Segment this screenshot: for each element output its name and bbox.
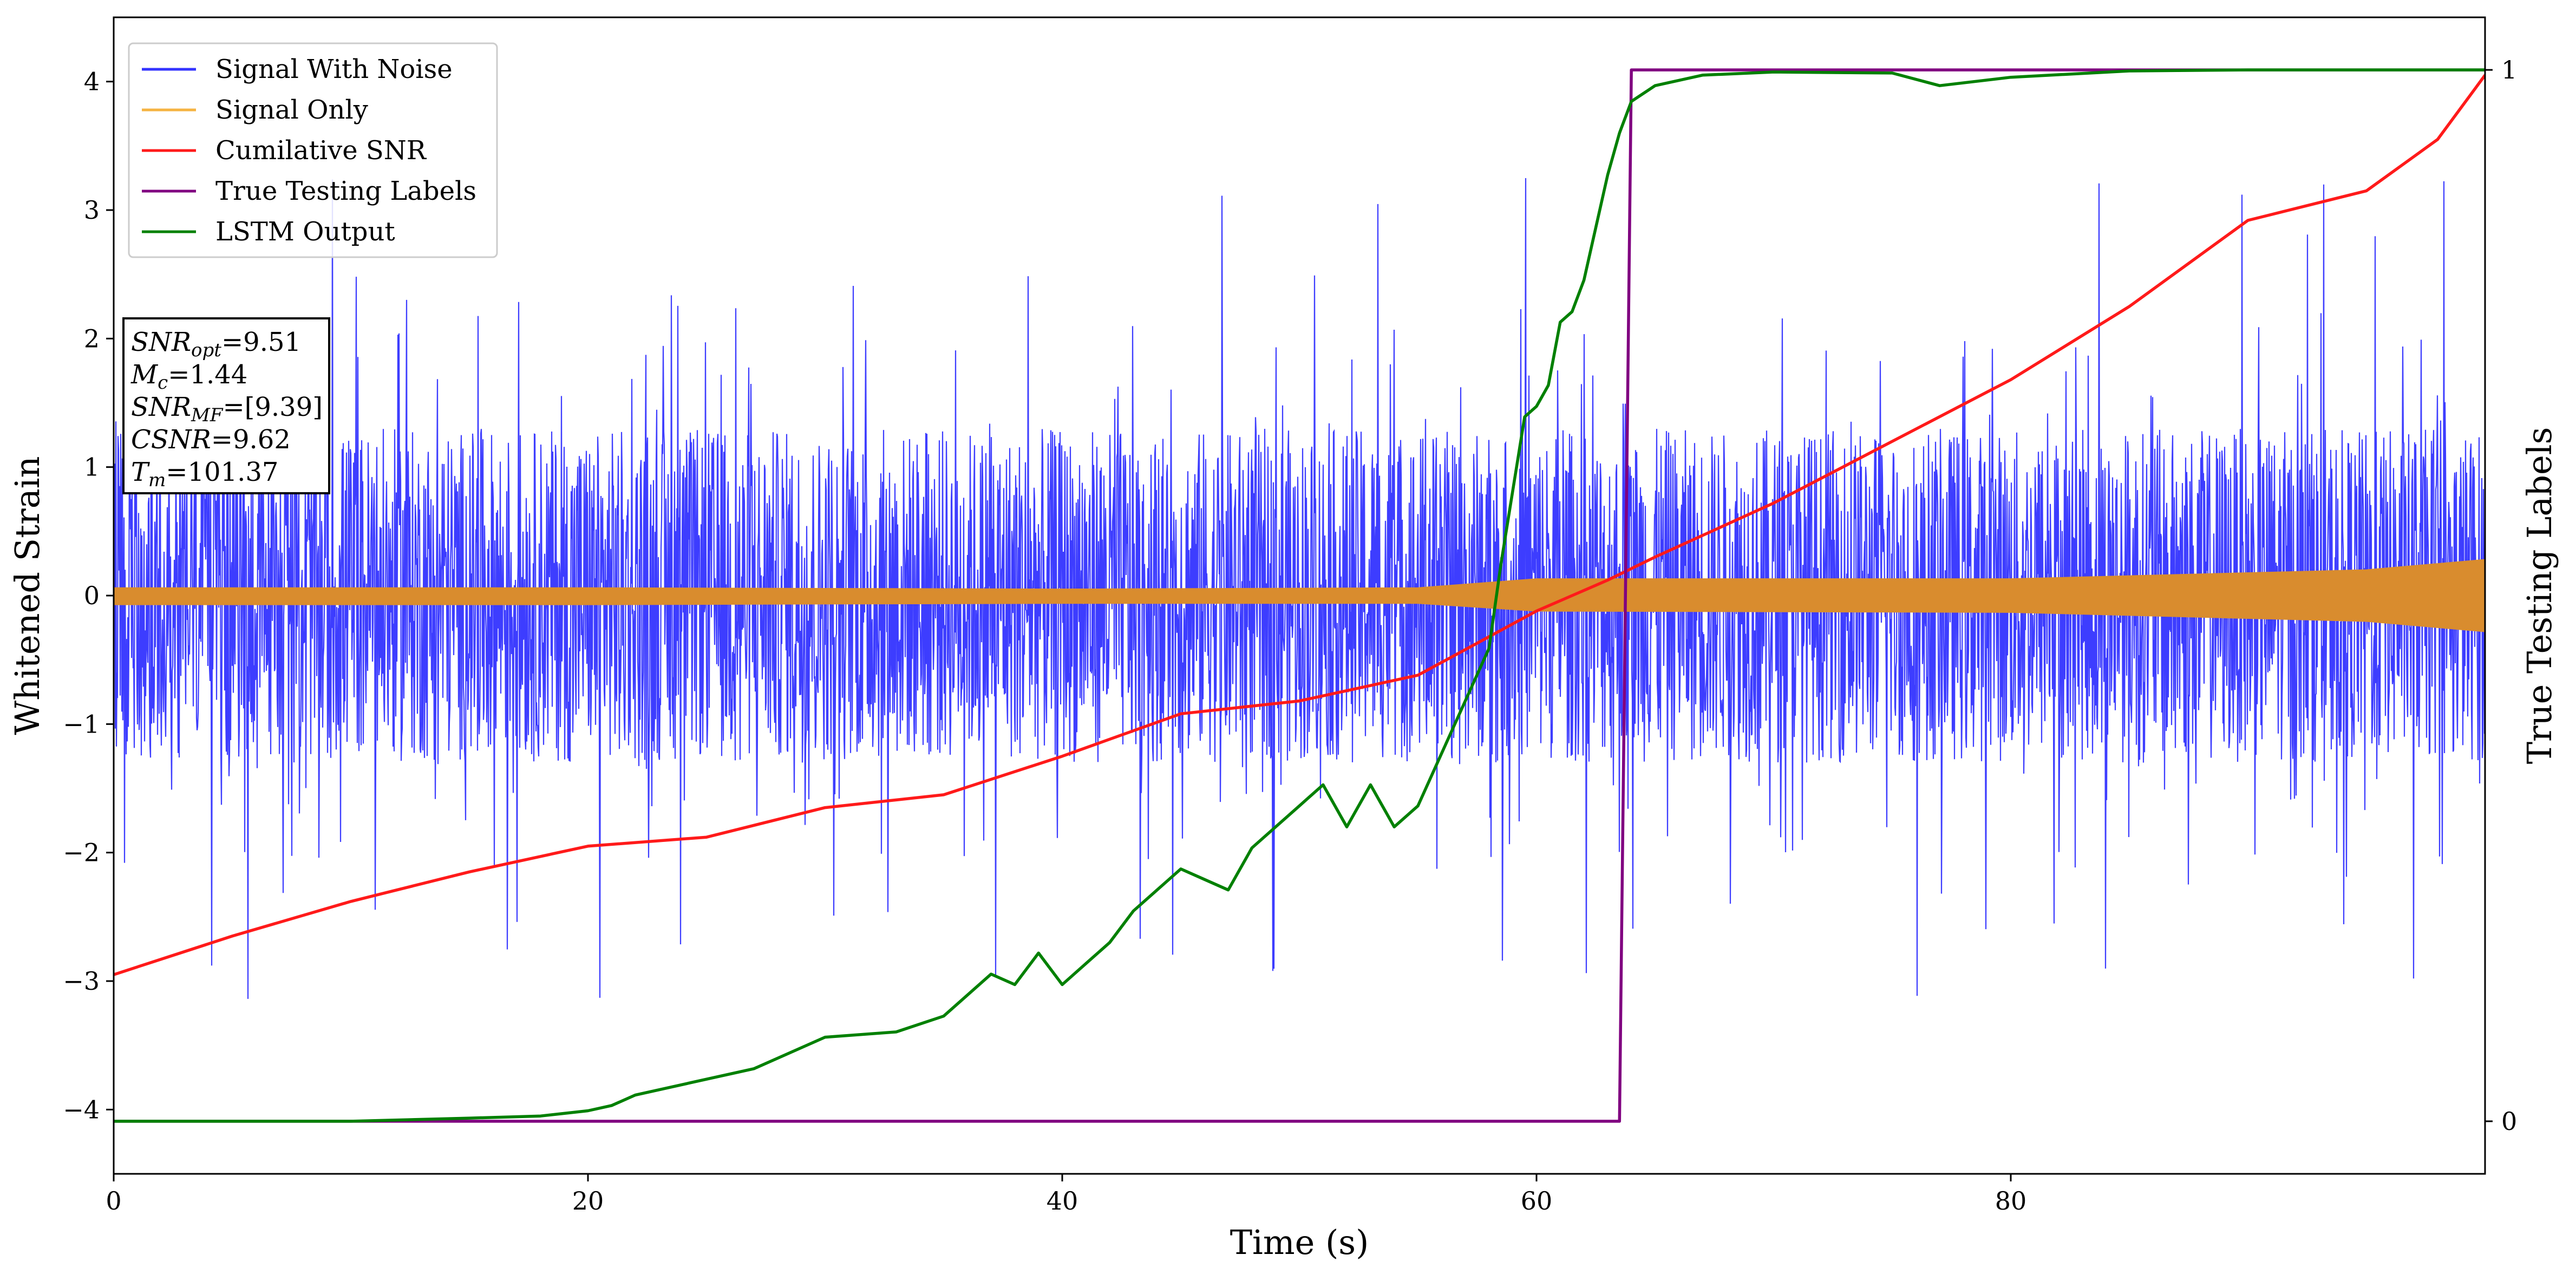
series-line-signal-with-noise xyxy=(114,178,2485,999)
y-left-tick-label: 2 xyxy=(84,324,100,353)
series-line-true-testing-labels xyxy=(114,68,2485,1123)
y-right-tick-label: 1 xyxy=(2501,55,2517,84)
legend-label: True Testing Labels xyxy=(215,176,476,206)
legend-label: Signal With Noise xyxy=(215,54,453,84)
y-left-tick-label: 1 xyxy=(84,453,100,482)
series-line-lstm-output xyxy=(114,68,2485,1123)
annotation-line: SNRMF=[9.39] xyxy=(131,392,323,426)
y-left-tick-label: 3 xyxy=(84,195,100,225)
legend-label: LSTM Output xyxy=(215,217,395,247)
x-axis: 0 20 40 60 80 xyxy=(106,1174,2026,1216)
x-tick-label: 20 xyxy=(572,1186,604,1216)
y-left-tick-label: 4 xyxy=(84,67,100,96)
annotation-line: Mc=1.44 xyxy=(130,360,247,394)
legend-label: Signal Only xyxy=(215,95,368,125)
y-left-tick-label: −3 xyxy=(63,966,100,996)
annotation-box: SNRopt=9.51Mc=1.44SNRMF=[9.39]CSNR=9.62T… xyxy=(122,317,330,494)
x-axis-label: Time (s) xyxy=(1230,1223,1369,1262)
series-layer xyxy=(114,68,2485,1123)
y-axis-label-left: Whitened Strain xyxy=(8,456,47,735)
series-area-signal-only xyxy=(114,559,2485,632)
y-left-tick-label: −2 xyxy=(63,838,100,867)
x-tick-label: 60 xyxy=(1521,1186,1553,1216)
annotation-line: CSNR=9.62 xyxy=(131,424,291,455)
legend-label: Cumilative SNR xyxy=(215,135,427,166)
annotation-frame xyxy=(122,317,330,494)
legend-box xyxy=(128,42,498,258)
y-right-tick-label: 0 xyxy=(2501,1107,2517,1136)
annotation-line: Tm=101.37 xyxy=(131,457,278,491)
y-left-tick-label: −1 xyxy=(63,709,100,739)
y-axis-label-right: True Testing Labels xyxy=(2520,427,2559,765)
x-tick-label: 80 xyxy=(1995,1186,2027,1216)
annotation-line: SNRopt=9.51 xyxy=(131,327,301,361)
x-tick-label: 0 xyxy=(106,1186,121,1216)
x-tick-label: 40 xyxy=(1047,1186,1078,1216)
y-axis-left: −4 −3 −2 −1 0 1 2 3 4 xyxy=(63,67,114,1124)
legend: Signal With Noise Signal Only Cumilative S… xyxy=(128,42,498,258)
series-line-cumulative-snr xyxy=(114,74,2485,976)
y-axis-right: 01 xyxy=(2485,55,2517,1136)
y-left-tick-label: −4 xyxy=(63,1095,100,1124)
y-left-tick-label: 0 xyxy=(84,581,100,610)
